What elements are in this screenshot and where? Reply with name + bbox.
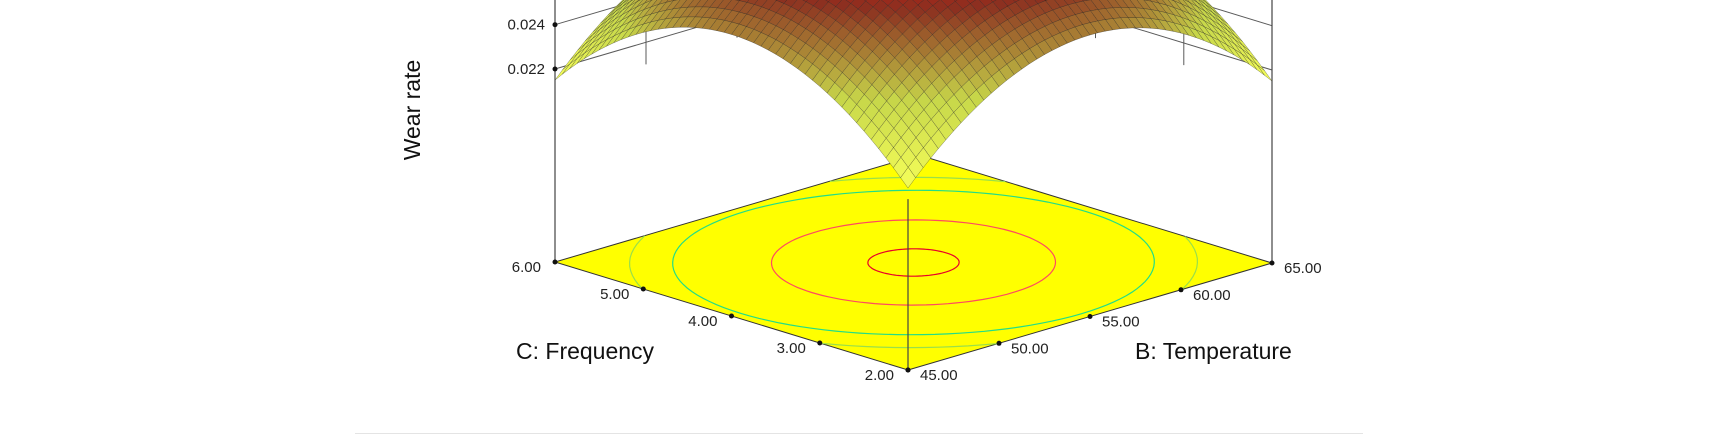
y-tick-label: 2.00 xyxy=(865,367,894,384)
y-tick xyxy=(552,259,558,265)
x-tick-label: 60.00 xyxy=(1193,287,1231,304)
y-tick xyxy=(817,340,823,346)
x-axis-label: B: Temperature xyxy=(1135,338,1292,364)
contour-line xyxy=(770,219,1057,306)
surface-cell xyxy=(900,167,916,189)
z-axis-label: Wear rate xyxy=(399,60,425,161)
y-tick xyxy=(905,367,911,373)
x-tick xyxy=(1087,314,1093,319)
y-tick-label: 6.00 xyxy=(512,259,541,276)
contour-line xyxy=(672,189,1155,336)
y-tick-label: 3.00 xyxy=(777,340,806,357)
x-tick xyxy=(1178,287,1184,293)
z-tick-label: 0.024 xyxy=(507,17,545,34)
y-tick-label: 5.00 xyxy=(600,286,629,303)
surface-cell xyxy=(990,0,997,3)
contour-line xyxy=(628,176,1199,349)
floor-contours xyxy=(628,176,1199,349)
y-tick xyxy=(729,313,734,319)
x-tick xyxy=(1269,260,1275,266)
surface-cell xyxy=(953,0,958,2)
x-tick-label: 50.00 xyxy=(1011,340,1049,357)
x-tick-label: 65.00 xyxy=(1284,260,1322,277)
surface-cell xyxy=(554,63,571,81)
y-tick xyxy=(640,286,646,292)
y-tick-label: 4.00 xyxy=(688,313,717,330)
x-tick-label: 45.00 xyxy=(920,367,958,384)
surface-cell xyxy=(825,0,831,3)
x-tick-label: 55.00 xyxy=(1102,314,1140,331)
z-tick-label: 0.022 xyxy=(507,61,545,78)
z-tick xyxy=(552,22,558,28)
x-tick xyxy=(996,340,1002,346)
y-axis-label: C: Frequency xyxy=(516,338,655,364)
response-surface xyxy=(554,0,1273,189)
contour-line xyxy=(867,248,960,277)
axis-ticks: 0.0220.0240.0260.0280.0345.0050.0055.006… xyxy=(507,17,1322,384)
z-tick xyxy=(552,66,558,72)
